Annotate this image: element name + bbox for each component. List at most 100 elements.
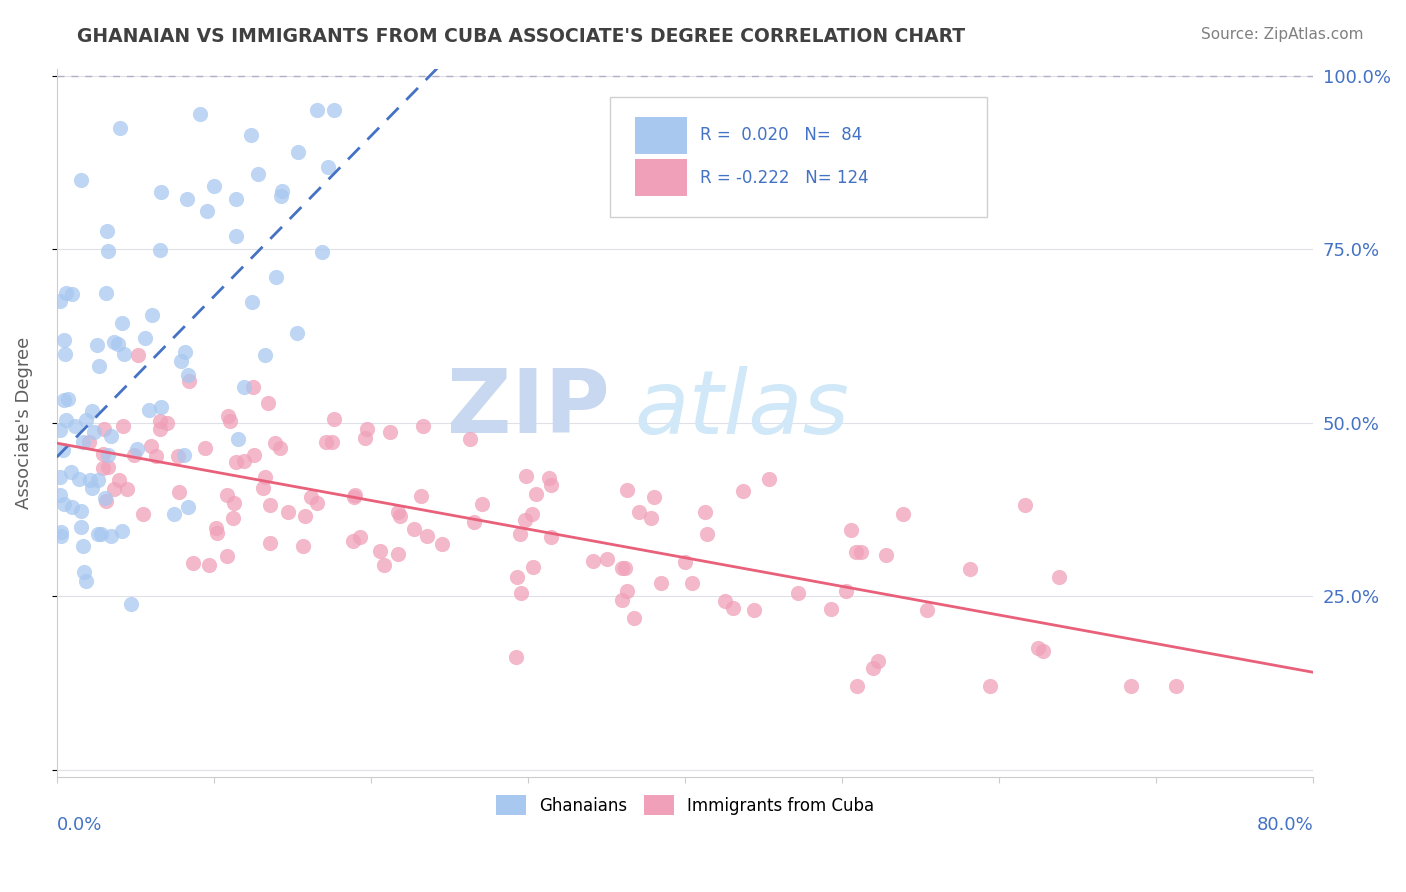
Point <box>387 505 409 519</box>
Point <box>243 448 266 462</box>
Point <box>67 472 90 486</box>
Point <box>52 443 75 458</box>
Point <box>103 482 125 496</box>
Point <box>875 548 897 562</box>
Point <box>463 515 485 529</box>
Point <box>108 121 131 136</box>
Point <box>70 172 93 186</box>
Point <box>170 353 193 368</box>
Point <box>1166 680 1188 694</box>
Point <box>264 435 287 450</box>
Point <box>416 529 439 543</box>
Point <box>356 422 378 436</box>
Point <box>96 493 118 508</box>
Point <box>217 487 239 501</box>
Point <box>354 431 377 445</box>
Point <box>378 425 401 439</box>
Text: atlas: atlas <box>634 366 849 451</box>
Point <box>259 536 281 550</box>
Point <box>176 192 198 206</box>
Point <box>97 460 120 475</box>
Point <box>120 597 142 611</box>
Point <box>402 522 425 536</box>
Point <box>505 650 527 665</box>
Point <box>122 448 145 462</box>
Point <box>253 347 276 361</box>
Point <box>49 529 72 543</box>
Point <box>271 184 294 198</box>
Text: 80.0%: 80.0% <box>1257 815 1313 833</box>
Point <box>111 524 134 538</box>
Point <box>292 539 315 553</box>
Point <box>430 536 453 550</box>
Point <box>515 469 537 483</box>
Point <box>540 530 562 544</box>
Point <box>1026 641 1049 656</box>
Point <box>1047 570 1070 584</box>
Point <box>616 483 638 498</box>
Point <box>156 417 179 431</box>
Text: Source: ZipAtlas.com: Source: ZipAtlas.com <box>1201 27 1364 42</box>
FancyBboxPatch shape <box>610 97 987 218</box>
Point <box>471 498 494 512</box>
Point <box>48 469 70 483</box>
Point <box>240 128 263 143</box>
Point <box>107 337 129 351</box>
Point <box>233 380 256 394</box>
Point <box>721 601 744 615</box>
Point <box>169 485 191 500</box>
Point <box>138 402 160 417</box>
Point <box>614 561 637 575</box>
Point <box>627 505 650 519</box>
Point <box>342 533 364 548</box>
Point <box>315 434 337 449</box>
Point <box>640 510 662 524</box>
Text: 0.0%: 0.0% <box>56 815 103 833</box>
Point <box>111 316 134 330</box>
Point <box>252 482 274 496</box>
Point <box>79 473 101 487</box>
Point <box>177 374 200 388</box>
Point <box>866 654 889 668</box>
Point <box>820 602 842 616</box>
Point <box>87 473 110 487</box>
Point <box>48 424 70 438</box>
Point <box>177 368 200 383</box>
Point <box>82 404 104 418</box>
Point <box>610 561 633 575</box>
Y-axis label: Associate's Degree: Associate's Degree <box>15 336 32 508</box>
Point <box>167 449 190 463</box>
Point <box>524 487 547 501</box>
Point <box>177 500 200 515</box>
Text: R =  0.020   N=  84: R = 0.020 N= 84 <box>700 127 862 145</box>
Point <box>623 611 645 625</box>
Point <box>538 471 561 485</box>
Point <box>714 594 737 608</box>
Point <box>368 544 391 558</box>
Point <box>758 472 780 486</box>
Point <box>917 603 939 617</box>
Point <box>225 455 247 469</box>
Point <box>305 496 328 510</box>
Point <box>55 412 77 426</box>
Point <box>108 473 131 487</box>
Point <box>58 392 80 406</box>
Point <box>979 680 1001 694</box>
Point <box>240 295 263 310</box>
Point <box>509 526 531 541</box>
Point <box>149 422 172 436</box>
Point <box>52 497 75 511</box>
Text: R = -0.222   N= 124: R = -0.222 N= 124 <box>700 169 869 186</box>
Point <box>91 461 114 475</box>
Point <box>112 347 135 361</box>
Point <box>162 507 184 521</box>
Point <box>63 419 86 434</box>
Point <box>53 347 76 361</box>
Legend: Ghanaians, Immigrants from Cuba: Ghanaians, Immigrants from Cuba <box>489 789 882 822</box>
Point <box>839 524 862 538</box>
Point <box>59 465 82 479</box>
Point <box>259 498 281 512</box>
Point <box>787 585 810 599</box>
Point <box>145 450 167 464</box>
Point <box>173 448 195 462</box>
